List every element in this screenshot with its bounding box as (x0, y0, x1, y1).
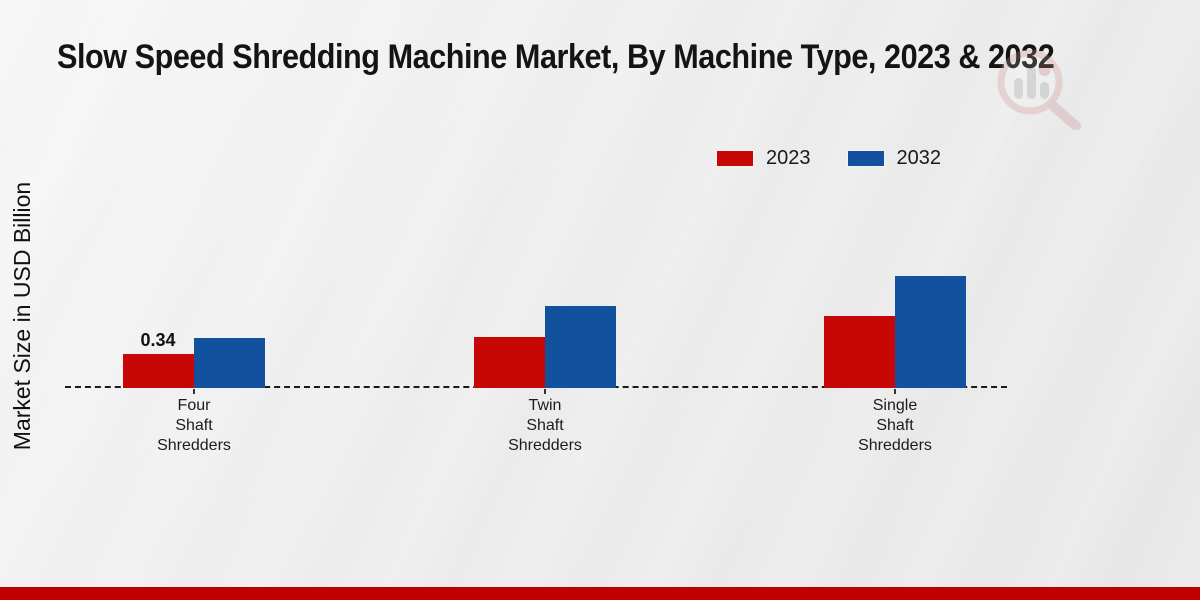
bar-2023-category-2 (824, 316, 895, 388)
bar-2032-category-2 (895, 276, 966, 388)
market-research-logo-watermark (997, 49, 1081, 130)
x-axis-tick (544, 389, 546, 394)
bar-2023-category-0 (123, 354, 194, 388)
x-axis-tick (894, 389, 896, 394)
bar-2032-category-1 (545, 306, 616, 388)
footer-accent-band (0, 587, 1200, 600)
category-label: Twin Shaft Shredders (508, 397, 582, 454)
legend-item-2023: 2023 (716, 147, 811, 170)
bar-value-label: 0.34 (140, 330, 176, 350)
bar-2023-category-1 (474, 337, 545, 388)
category-label: Four Shaft Shredders (157, 397, 231, 454)
legend-item-2032: 2032 (846, 147, 942, 170)
bar-2032-category-0 (194, 338, 265, 388)
legend: 2023 2032 (716, 147, 941, 170)
legend-swatch-2023 (716, 150, 754, 167)
category-label: Single Shaft Shredders (858, 397, 932, 454)
chart-title: Slow Speed Shredding Machine Market, By … (57, 38, 1055, 76)
x-axis-tick (193, 389, 195, 394)
legend-swatch-2032 (846, 150, 885, 167)
legend-label-2032: 2032 (896, 147, 942, 169)
legend-label-2023: 2023 (766, 147, 811, 169)
